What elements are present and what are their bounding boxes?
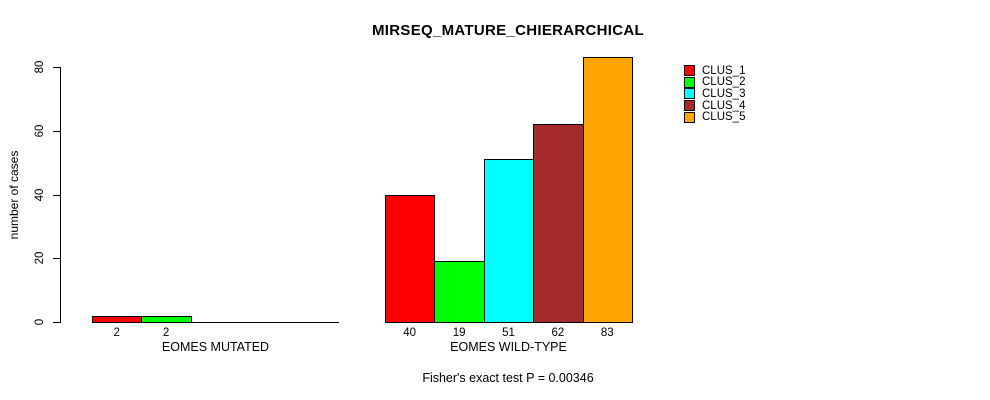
legend-swatch-icon bbox=[684, 88, 695, 100]
legend-label: CLUS_5 bbox=[702, 111, 746, 124]
y-axis-tick-label: 60 bbox=[34, 124, 46, 138]
bar bbox=[92, 315, 143, 323]
y-axis-tick bbox=[53, 67, 60, 68]
bar-value-label: 19 bbox=[452, 327, 466, 339]
x-axis-group-label: EOMES MUTATED bbox=[161, 340, 270, 354]
y-axis-title: number of cases bbox=[7, 150, 21, 240]
y-axis-tick-label: 20 bbox=[34, 251, 46, 265]
bar bbox=[434, 261, 485, 323]
legend-item: CLUS_3 bbox=[684, 88, 745, 100]
y-axis-tick-label: 80 bbox=[34, 60, 46, 74]
bar bbox=[582, 57, 633, 323]
bar-value-label: 51 bbox=[502, 327, 515, 339]
legend-item: CLUS_4 bbox=[684, 100, 745, 112]
y-axis-tick bbox=[53, 322, 60, 323]
bar bbox=[385, 194, 436, 323]
bar-value-label: 83 bbox=[600, 327, 614, 339]
bar bbox=[483, 159, 535, 323]
y-axis-tick bbox=[53, 194, 60, 196]
x-axis-group-label: EOMES WILD-TYPE bbox=[450, 340, 567, 354]
x-axis-line bbox=[92, 322, 339, 323]
legend-item: CLUS_5 bbox=[684, 111, 745, 123]
legend-swatch-icon bbox=[684, 100, 695, 112]
legend-label: CLUS_3 bbox=[702, 87, 746, 100]
legend-item: CLUS_1 bbox=[684, 65, 745, 77]
footer-annotation: Fisher's exact test P = 0.00346 bbox=[422, 371, 594, 385]
legend-label: CLUS_2 bbox=[702, 76, 746, 89]
bar-value-label: 2 bbox=[113, 327, 120, 339]
y-axis-tick-label: 40 bbox=[34, 188, 46, 201]
legend-item: CLUS_2 bbox=[684, 76, 745, 88]
bar-value-label: 2 bbox=[162, 327, 170, 339]
y-axis-line bbox=[60, 67, 61, 323]
bar bbox=[141, 315, 192, 323]
legend-swatch-icon bbox=[684, 111, 695, 123]
bar-value-label: 62 bbox=[551, 327, 565, 339]
y-axis-tick bbox=[53, 130, 60, 132]
legend-swatch-icon bbox=[684, 76, 695, 88]
chart-title: MIRSEQ_MATURE_CHIERARCHICAL bbox=[372, 22, 644, 39]
bar bbox=[533, 124, 584, 323]
legend-label: CLUS_4 bbox=[702, 99, 746, 112]
y-axis-tick-label: 0 bbox=[34, 318, 46, 326]
bar-value-label: 40 bbox=[403, 327, 417, 339]
y-axis-tick bbox=[53, 258, 60, 260]
legend-swatch-icon bbox=[684, 65, 695, 76]
legend-label: CLUS_1 bbox=[702, 64, 746, 77]
